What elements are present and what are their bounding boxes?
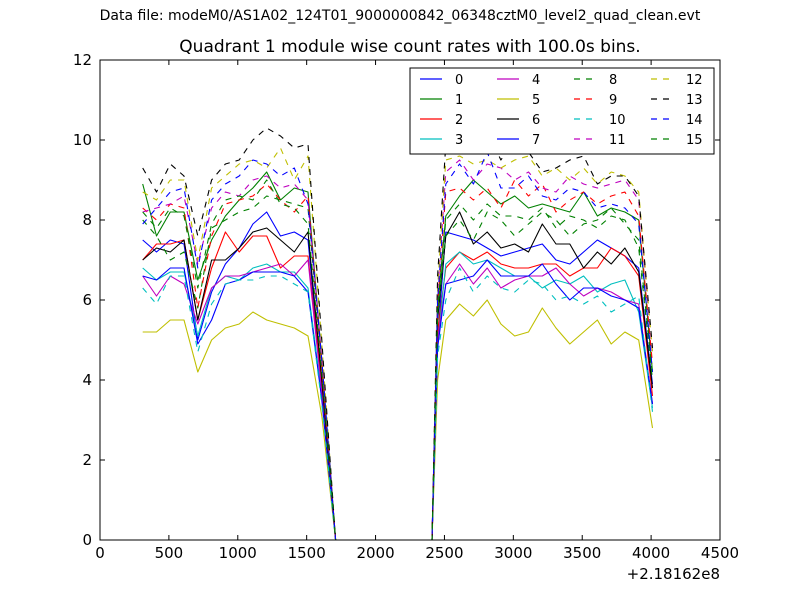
series-line-9: [142, 179, 654, 541]
legend-label-8: 8: [609, 73, 617, 88]
legend-label-4: 4: [532, 73, 540, 88]
series-line-6: [142, 211, 654, 541]
legend-label-7: 7: [532, 133, 540, 148]
legend-label-12: 12: [686, 73, 703, 88]
series-line-0: [142, 211, 654, 541]
legend-label-11: 11: [609, 133, 626, 148]
x-tick-label: 3500: [563, 544, 601, 562]
y-tick-label: 6: [82, 291, 92, 309]
x-tick-label: 2000: [356, 544, 394, 562]
figure-suptitle: Data file: modeM0/AS1A02_124T01_90000008…: [99, 8, 701, 24]
series-line-11: [142, 159, 654, 541]
x-tick-label: 4000: [632, 544, 670, 562]
series-line-5: [142, 299, 654, 541]
x-tick-label: 2500: [425, 544, 463, 562]
legend-label-10: 10: [609, 113, 626, 128]
legend-label-9: 9: [609, 93, 617, 108]
y-tick-label: 12: [73, 51, 92, 69]
series-line-7: [142, 259, 654, 541]
legend-label-6: 6: [532, 113, 540, 128]
y-tick-label: 2: [82, 451, 92, 469]
legend-label-15: 15: [686, 133, 703, 148]
legend-label-1: 1: [455, 93, 463, 108]
legend-label-13: 13: [686, 93, 703, 108]
legend-label-5: 5: [532, 93, 540, 108]
y-tick-label: 8: [82, 211, 92, 229]
chart-title: Quadrant 1 module wise count rates with …: [179, 37, 641, 57]
x-tick-label: 3000: [494, 544, 532, 562]
x-tick-label: 1000: [219, 544, 257, 562]
legend-label-3: 3: [455, 133, 463, 148]
series-line-10: [142, 267, 654, 541]
series-line-2: [142, 231, 654, 541]
x-offset-label: +2.18162e8: [626, 565, 720, 583]
series-line-12: [142, 147, 654, 541]
y-tick-label: 10: [73, 131, 92, 149]
y-tick-label: 4: [82, 371, 92, 389]
x-tick-label: 0: [95, 544, 105, 562]
series-line-15: [142, 179, 654, 541]
legend-label-2: 2: [455, 113, 463, 128]
series-line-14: [142, 151, 654, 541]
y-tick-label: 0: [82, 531, 92, 549]
series-group: [142, 127, 654, 541]
legend-label-0: 0: [455, 73, 463, 88]
x-tick-label: 500: [155, 544, 184, 562]
series-line-1: [142, 171, 654, 541]
series-line-4: [142, 259, 654, 541]
legend-label-14: 14: [686, 113, 703, 128]
x-tick-label: 4500: [701, 544, 739, 562]
x-tick-label: 1500: [288, 544, 326, 562]
legend-box: [409, 67, 715, 155]
